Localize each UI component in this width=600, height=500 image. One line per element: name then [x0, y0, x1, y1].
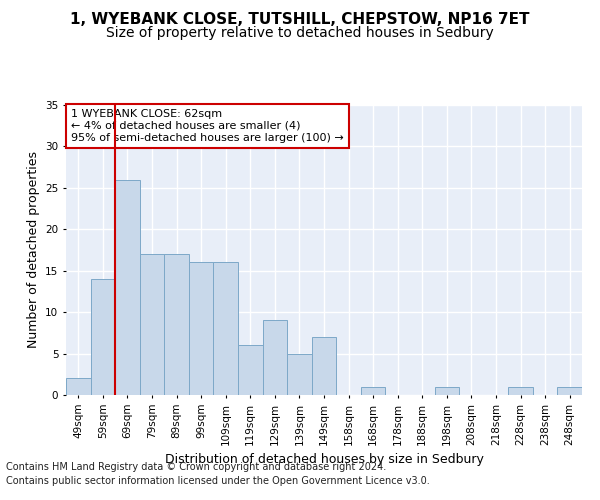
Text: 1, WYEBANK CLOSE, TUTSHILL, CHEPSTOW, NP16 7ET: 1, WYEBANK CLOSE, TUTSHILL, CHEPSTOW, NP… — [70, 12, 530, 28]
Bar — [557, 386, 582, 395]
Text: Contains public sector information licensed under the Open Government Licence v3: Contains public sector information licen… — [6, 476, 430, 486]
Bar — [361, 386, 385, 395]
Bar — [263, 320, 287, 395]
Bar — [140, 254, 164, 395]
Bar — [508, 386, 533, 395]
Bar — [91, 279, 115, 395]
Text: 1 WYEBANK CLOSE: 62sqm
← 4% of detached houses are smaller (4)
95% of semi-detac: 1 WYEBANK CLOSE: 62sqm ← 4% of detached … — [71, 110, 344, 142]
Bar — [164, 254, 189, 395]
Bar — [238, 346, 263, 395]
Bar — [214, 262, 238, 395]
Bar — [189, 262, 214, 395]
Bar — [115, 180, 140, 395]
Bar — [66, 378, 91, 395]
Y-axis label: Number of detached properties: Number of detached properties — [26, 152, 40, 348]
Text: Size of property relative to detached houses in Sedbury: Size of property relative to detached ho… — [106, 26, 494, 40]
X-axis label: Distribution of detached houses by size in Sedbury: Distribution of detached houses by size … — [164, 453, 484, 466]
Text: Contains HM Land Registry data © Crown copyright and database right 2024.: Contains HM Land Registry data © Crown c… — [6, 462, 386, 472]
Bar — [287, 354, 312, 395]
Bar — [312, 337, 336, 395]
Bar — [434, 386, 459, 395]
